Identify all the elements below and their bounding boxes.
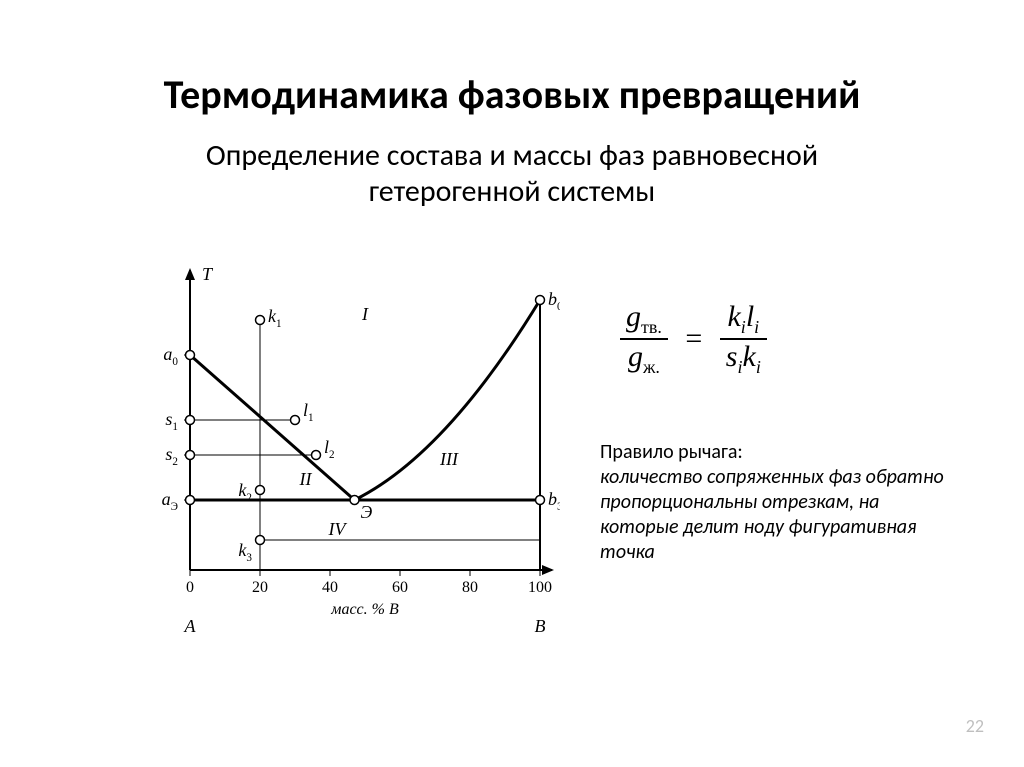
svg-text:20: 20 [252, 579, 268, 596]
svg-text:100: 100 [528, 579, 552, 596]
svg-text:b0: b0 [548, 289, 560, 313]
svg-text:a0: a0 [163, 344, 178, 368]
svg-text:Э: Э [361, 502, 373, 522]
svg-text:60: 60 [392, 579, 408, 596]
svg-text:bЭ: bЭ [548, 489, 560, 513]
svg-text:s2: s2 [165, 444, 178, 468]
svg-text:k1: k1 [268, 306, 282, 330]
lever-rule-formula: gтв. gж. = kili siki [620, 300, 767, 378]
page-subtitle: Определение состава и массы фаз равновес… [0, 138, 1024, 210]
svg-text:III: III [439, 449, 459, 469]
svg-text:s1: s1 [165, 409, 178, 433]
svg-text:II: II [299, 469, 313, 489]
svg-text:масс. % B: масс. % B [330, 601, 399, 618]
rule-lead: Правило рычага: [600, 440, 743, 464]
svg-text:B: B [535, 616, 546, 636]
svg-text:T: T [202, 264, 214, 284]
rule-body: количество сопряженных фаз обратно пропо… [600, 465, 944, 564]
svg-text:l2: l2 [324, 437, 335, 461]
subtitle-line-1: Определение состава и массы фаз равновес… [206, 137, 818, 174]
svg-text:A: A [184, 616, 197, 636]
page-number: 22 [966, 715, 984, 737]
lever-rule-text: Правило рычага: количество сопряженных ф… [600, 440, 960, 565]
svg-text:k3: k3 [238, 540, 252, 564]
svg-text:l1: l1 [303, 400, 314, 424]
svg-text:80: 80 [462, 579, 478, 596]
svg-text:aЭ: aЭ [162, 489, 178, 513]
svg-text:I: I [361, 304, 369, 324]
page-title: Термодинамика фазовых превращений [0, 72, 1024, 118]
svg-text:40: 40 [322, 579, 338, 596]
svg-text:0: 0 [186, 579, 194, 596]
phase-diagram: 020406080100масс. % BABTa0b0aЭbЭs1s2k1k2… [130, 260, 560, 640]
subtitle-line-2: гетерогенной системы [369, 173, 656, 210]
svg-text:IV: IV [328, 519, 348, 539]
